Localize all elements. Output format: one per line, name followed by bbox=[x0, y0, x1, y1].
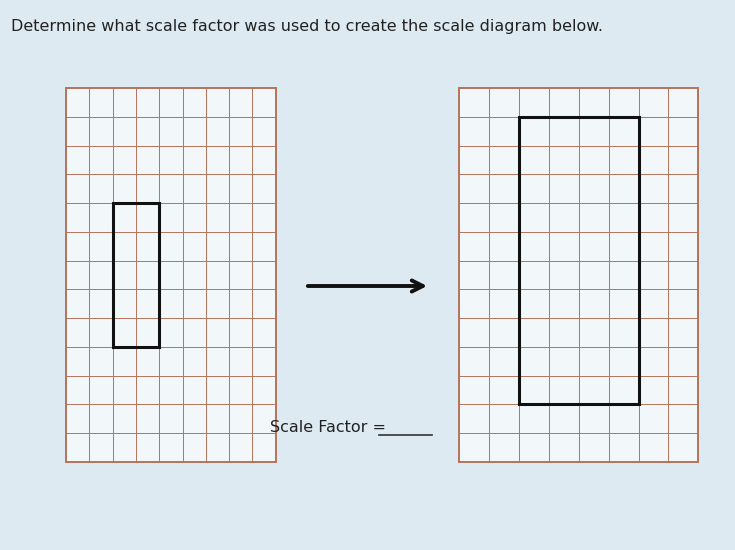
Bar bbox=[66, 88, 276, 462]
Bar bbox=[459, 88, 698, 462]
Bar bbox=[112, 203, 159, 347]
Bar bbox=[519, 117, 639, 404]
Text: Scale Factor =: Scale Factor = bbox=[270, 420, 392, 435]
Text: Determine what scale factor was used to create the scale diagram below.: Determine what scale factor was used to … bbox=[11, 19, 603, 34]
